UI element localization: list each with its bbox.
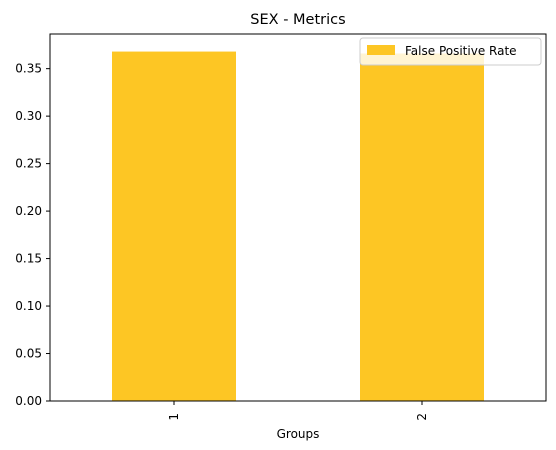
plot-frame [49, 33, 547, 402]
y-tick-label: 0.25 [15, 157, 42, 171]
x-tick-label: 1 [167, 413, 181, 421]
y-tick-label: 0.15 [15, 252, 42, 266]
chart-title: SEX - Metrics [250, 12, 345, 28]
y-axis: 0.00 0.05 0.10 0.15 0.20 0.25 0.30 0.35 [15, 62, 50, 408]
bars-group [112, 51, 484, 402]
legend-label: False Positive Rate [405, 44, 517, 58]
y-tick-label: 0.00 [15, 394, 42, 408]
y-tick-label: 0.30 [15, 109, 42, 123]
x-axis-title: Groups [277, 427, 320, 441]
legend-box [359, 37, 542, 66]
y-tick-label: 0.35 [15, 62, 42, 76]
legend-swatch [367, 45, 395, 55]
x-tick-label: 2 [415, 413, 429, 421]
y-tick-label: 0.05 [15, 347, 42, 361]
bar-2 [360, 53, 484, 401]
y-tick-label: 0.20 [15, 204, 42, 218]
legend: False Positive Rate [359, 37, 542, 66]
y-tick-label: 0.10 [15, 299, 42, 313]
bar-1 [112, 51, 236, 402]
